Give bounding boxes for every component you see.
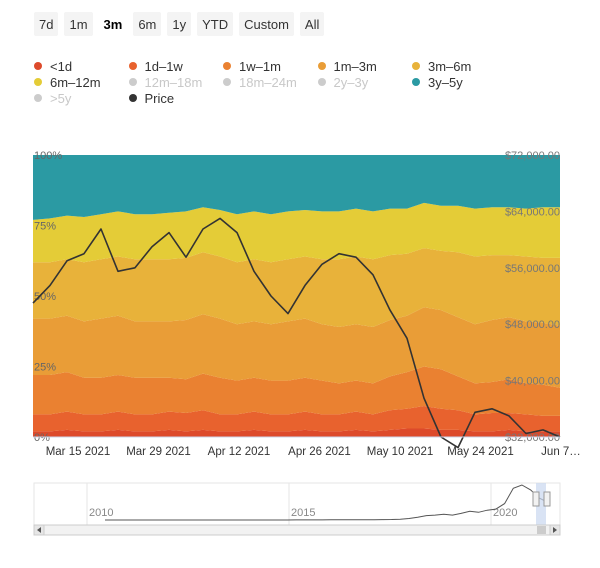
area-series-6m-12m [33,202,560,263]
legend-item-12m-18m[interactable]: 12m–18m [128,74,224,90]
right-tick-label: $72,000.00 [505,150,560,162]
navigator-tick-label: 2010 [89,507,113,519]
legend-label: 2y–3y [333,74,369,90]
range-button-7d[interactable]: 7d [34,12,59,36]
legend-label: 18m–24m [239,74,297,90]
legend-dot-icon [223,62,231,70]
legend-dot-icon [128,78,137,86]
navigator-tick-label: 2015 [291,507,315,519]
legend-dot-icon [317,78,326,86]
left-tick-label: 25% [34,362,56,374]
area-series-3m-6m [33,248,560,327]
range-button-ytd[interactable]: YTD [197,12,234,36]
legend-label: 6m–12m [50,74,101,90]
legend-label: 3y–5y [428,74,463,90]
legend-item-price[interactable]: Price [128,90,224,106]
x-tick-label: Jun 7… [541,446,581,458]
price-line [32,217,561,449]
legend-dot-icon [128,62,137,70]
range-button-3m[interactable]: 3m [98,12,128,36]
x-axis: Mar 15 2021 Mar 29 2021 Apr 12 2021 Apr 26 … [33,436,581,458]
x-tick-label: Apr 12 2021 [208,446,271,458]
legend-dot-icon [34,62,42,70]
price-layer [32,217,561,449]
x-tick-label: May 24 2021 [447,446,514,458]
area-series-3y-5y [33,155,560,220]
navigator-right-handle[interactable] [543,491,551,507]
left-tick-label: 50% [34,291,56,303]
scroll-right-arrow-icon [553,527,557,533]
range-button-all[interactable]: All [299,12,325,36]
area-series-lt-1d [33,428,560,437]
right-tick-label: $32,000.00 [505,432,560,444]
x-tick-label: May 10 2021 [367,446,434,458]
legend-dot-icon [412,78,420,86]
legend-dot-icon [34,94,42,102]
navigator-price-line [105,484,549,521]
right-tick-label: $40,000.00 [505,376,560,388]
chart-legend: <1d 1d–1w 1w–1m 1m–3m 3m–6m 6m–12m 12m–18m 18m–… [34,58,554,106]
range-button-6m[interactable]: 6m [133,12,162,36]
navigator-plot-area [33,482,561,526]
area-series-1w-1m [33,366,560,416]
navigator[interactable]: 2010 2015 2020 [0,475,600,537]
legend-item-1w-1m[interactable]: 1w–1m [223,58,318,74]
scrollbar-thumb[interactable] [537,526,546,534]
legend-item-3y-5y[interactable]: 3y–5y [412,74,507,90]
legend-label: 12m–18m [144,74,203,90]
left-axis: 0% 25% 50% 75% 100% [34,150,62,444]
x-tick-label: Mar 15 2021 [46,446,111,458]
left-tick-label: 75% [34,221,56,233]
supply-age-chart: 0% 25% 50% 75% 100% $32,000.00 $40,000.00 $48,… [32,150,581,458]
navigator-selected-range[interactable] [536,483,546,525]
range-button-1m[interactable]: 1m [64,12,93,36]
area-series-1d-1w [33,406,560,432]
left-tick-label: 100% [34,150,62,162]
legend-label: >5y [50,90,72,106]
legend-label: 3m–6m [428,58,472,74]
legend-label: 1m–3m [333,58,377,74]
legend-item-3m-6m[interactable]: 3m–6m [412,58,507,74]
left-tick-label: 0% [34,432,50,444]
range-button-1y[interactable]: 1y [167,12,192,36]
legend-label: 1w–1m [239,58,281,74]
right-tick-label: $56,000.00 [505,263,560,275]
legend-label: Price [144,90,175,106]
legend-dot-icon [317,62,326,70]
navigator-ticks: 2010 2015 2020 [86,483,517,525]
navigator-left-handle[interactable] [532,491,540,507]
right-axis: $32,000.00 $40,000.00 $48,000.00 $56,000.00… [505,150,560,444]
navigator-tick-label: 2020 [493,507,517,519]
range-selector: 7d 1m 3m 6m 1y YTD Custom All [34,12,325,36]
legend-dot-icon [128,94,137,102]
area-layers [33,155,560,437]
legend-item-1d-1w[interactable]: 1d–1w [128,58,224,74]
legend-dot-icon [34,78,42,86]
x-tick-label: Apr 26 2021 [288,446,351,458]
area-series-1m-3m [33,307,560,388]
legend-item-5y[interactable]: >5y [34,90,129,106]
right-tick-label: $48,000.00 [505,319,560,331]
legend-item-18m-24m[interactable]: 18m–24m [223,74,318,90]
legend-item-2y-3y[interactable]: 2y–3y [317,74,413,90]
x-tick-label: Mar 29 2021 [126,446,191,458]
scrollbar-track[interactable] [33,524,561,536]
legend-label: <1d [50,58,73,74]
legend-item-1m-3m[interactable]: 1m–3m [317,58,413,74]
legend-dot-icon [412,62,420,70]
legend-item-1d[interactable]: <1d [34,58,129,74]
range-button-custom[interactable]: Custom [239,12,294,36]
legend-label: 1d–1w [144,58,183,74]
legend-item-6m-12m[interactable]: 6m–12m [34,74,129,90]
legend-dot-icon [223,78,231,86]
right-tick-label: $64,000.00 [505,206,560,218]
scroll-left-arrow-icon [37,527,41,533]
